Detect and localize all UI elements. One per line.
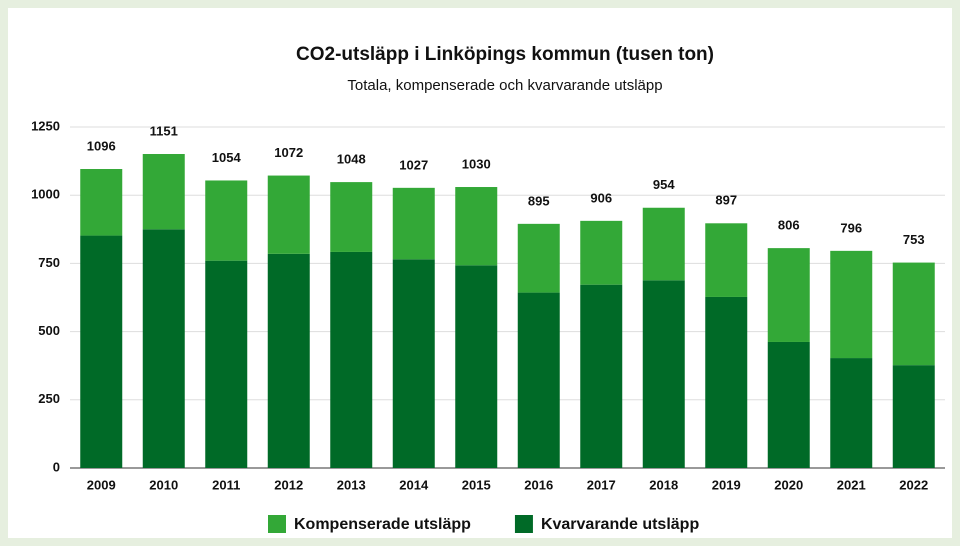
bar-segment — [580, 284, 623, 468]
bar-segment — [830, 358, 873, 468]
y-tick-label: 0 — [53, 459, 60, 474]
bar-segment — [892, 262, 935, 366]
total-label: 895 — [528, 193, 550, 208]
x-tick-label: 2021 — [837, 477, 866, 492]
x-tick-label: 2018 — [649, 477, 678, 492]
bar-segment — [767, 341, 810, 468]
bar-segment — [142, 229, 185, 468]
x-tick-label: 2011 — [212, 477, 240, 492]
bar-segment — [642, 207, 685, 281]
bar-segment — [830, 250, 873, 359]
chart-subtitle: Totala, kompenserade och kvarvarande uts… — [347, 77, 662, 94]
bar-segment — [767, 248, 810, 342]
bar-segment — [517, 292, 560, 468]
bar-segment — [392, 187, 435, 260]
bar-segment — [330, 251, 373, 468]
total-label: 1048 — [337, 152, 366, 167]
total-label: 796 — [840, 220, 862, 235]
x-tick-label: 2010 — [149, 477, 178, 492]
x-tick-label: 2019 — [712, 477, 741, 492]
total-label: 806 — [778, 218, 800, 233]
bar-segment — [267, 253, 310, 468]
legend-swatch — [268, 515, 286, 533]
bar-segment — [642, 280, 685, 468]
y-tick-label: 1250 — [31, 118, 60, 133]
bar-segment — [80, 169, 123, 236]
x-tick-label: 2017 — [587, 477, 616, 492]
legend-label: Kvarvarande utsläpp — [541, 516, 700, 533]
bar-segment — [455, 187, 498, 266]
bar-segment — [392, 259, 435, 468]
x-tick-label: 2020 — [774, 477, 803, 492]
total-label: 1151 — [150, 123, 178, 138]
bar-segment — [205, 260, 248, 468]
bar-segment — [80, 235, 123, 468]
bar-segment — [705, 296, 748, 468]
bar-segment — [142, 154, 185, 230]
y-tick-label: 1000 — [31, 187, 60, 202]
x-tick-label: 2022 — [899, 477, 928, 492]
bar-segment — [455, 265, 498, 468]
x-tick-label: 2014 — [399, 477, 429, 492]
bar-segment — [580, 220, 623, 285]
chart-title: CO2-utsläpp i Linköpings kommun (tusen t… — [296, 44, 714, 65]
total-label: 1027 — [399, 157, 428, 172]
y-tick-label: 750 — [38, 255, 60, 270]
total-label: 1072 — [274, 145, 303, 160]
y-tick-label: 500 — [38, 323, 60, 338]
total-label: 906 — [590, 190, 612, 205]
bar-segment — [205, 180, 248, 261]
total-label: 954 — [653, 177, 675, 192]
x-tick-label: 2013 — [337, 477, 366, 492]
x-tick-label: 2016 — [524, 477, 553, 492]
x-tick-label: 2009 — [87, 477, 116, 492]
total-label: 897 — [715, 193, 737, 208]
total-label: 1096 — [87, 138, 116, 153]
bar-segment — [330, 182, 373, 252]
bar-segment — [267, 175, 310, 254]
legend-label: Kompenserade utsläpp — [294, 516, 471, 533]
bar-segment — [892, 365, 935, 468]
total-label: 1030 — [462, 156, 491, 171]
x-tick-label: 2012 — [274, 477, 303, 492]
bar-segment — [517, 223, 560, 293]
bar-segment — [705, 223, 748, 297]
x-tick-label: 2015 — [462, 477, 491, 492]
total-label: 1054 — [212, 150, 242, 165]
y-tick-label: 250 — [38, 391, 60, 406]
legend-swatch — [514, 515, 533, 533]
total-label: 753 — [903, 232, 925, 247]
